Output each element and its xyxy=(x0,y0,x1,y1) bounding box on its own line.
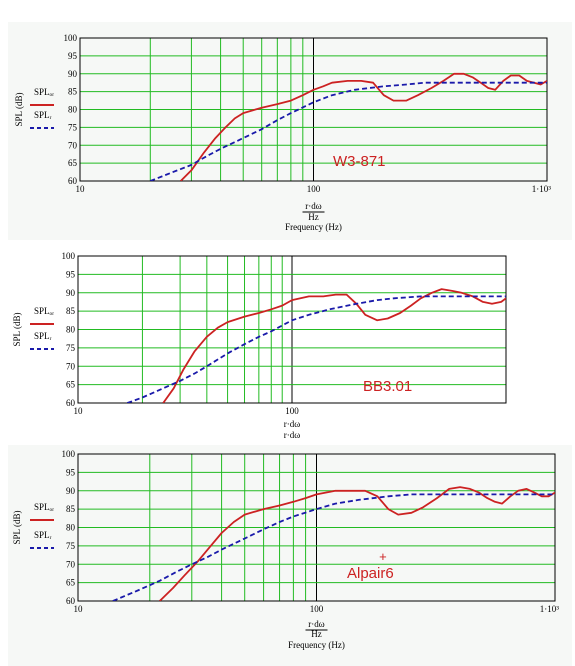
grid xyxy=(78,256,506,403)
y-tick-label: 80 xyxy=(66,523,76,533)
legend-label: SPLₒᵣ xyxy=(34,87,54,97)
series-line xyxy=(180,72,547,181)
chart-panel-3: 100 95 90 85 80 75 70 65 60 10 100 1·10³ SPL (dB) r·d… xyxy=(0,445,575,666)
x-tick-label: 1·10³ xyxy=(532,184,551,194)
chart-panel-1: 100 95 90 85 80 75 70 65 60 10 100 1·10³ SPL (dB) r·d… xyxy=(0,0,575,240)
chart-panel-background xyxy=(8,445,572,666)
chart-panel-2: 100 95 90 85 80 75 70 65 60 10 100 SPL (dB) r·dω r·dω… xyxy=(0,240,575,445)
x-tick-label: 100 xyxy=(307,184,321,194)
chart-panel-background xyxy=(8,22,572,240)
y-tick-label: 75 xyxy=(66,343,76,353)
y-tick-label: 85 xyxy=(68,87,78,97)
x-axis-label-line: Hz xyxy=(308,212,319,222)
cursor-marker: + xyxy=(379,549,387,564)
x-tick-label: 10 xyxy=(74,604,84,614)
y-tick-label: 100 xyxy=(64,33,78,43)
x-axis-label-line: Frequency (Hz) xyxy=(285,222,342,232)
y-tick-label: 60 xyxy=(68,176,78,186)
y-axis-label: SPL (dB) xyxy=(14,93,24,127)
x-axis-label-line: Frequency (Hz) xyxy=(288,640,345,650)
x-tick-label: 1·10³ xyxy=(540,604,559,614)
x-tick-label: 100 xyxy=(285,406,299,416)
y-tick-label: 85 xyxy=(66,504,76,514)
x-axis-label-line: r·dω xyxy=(308,619,324,629)
x-tick-label: 100 xyxy=(310,604,324,614)
legend-label: SPLₒᵣ xyxy=(34,502,54,512)
y-tick-label: 95 xyxy=(66,269,76,279)
y-tick-label: 75 xyxy=(66,541,76,551)
x-axis-label-line: r·dω xyxy=(284,419,300,429)
y-tick-label: 70 xyxy=(68,140,78,150)
y-tick-label: 60 xyxy=(66,398,76,408)
y-tick-label: 100 xyxy=(62,449,76,459)
grid xyxy=(78,454,555,601)
x-tick-label: 10 xyxy=(74,406,84,416)
series-line xyxy=(126,295,506,403)
y-tick-label: 65 xyxy=(66,578,76,588)
x-axis-label-line: r·dω xyxy=(305,201,321,211)
chart-annotation: Alpair6 xyxy=(347,565,394,582)
y-tick-label: 85 xyxy=(66,306,76,316)
legend-label: SPLᵣ xyxy=(34,110,52,120)
x-axis-label-line: r·dω xyxy=(284,430,300,440)
y-tick-label: 60 xyxy=(66,596,76,606)
y-tick-label: 65 xyxy=(66,380,76,390)
legend-label: SPLₒᵣ xyxy=(34,306,54,316)
x-axis-label-line: Hz xyxy=(311,629,322,639)
x-tick-label: 10 xyxy=(76,184,86,194)
legend-label: SPLᵣ xyxy=(34,530,52,540)
y-tick-label: 65 xyxy=(68,158,78,168)
y-tick-label: 80 xyxy=(68,105,78,115)
y-axis-label: SPL (dB) xyxy=(12,313,22,347)
series-line xyxy=(159,486,555,601)
y-tick-label: 95 xyxy=(68,51,78,61)
chart-annotation: BB3.01 xyxy=(363,378,412,395)
y-axis-label: SPL (dB) xyxy=(12,511,22,545)
y-tick-label: 90 xyxy=(66,288,76,298)
y-tick-label: 80 xyxy=(66,325,76,335)
y-tick-label: 70 xyxy=(66,361,76,371)
series-line xyxy=(149,81,547,181)
y-tick-label: 90 xyxy=(66,486,76,496)
plot-frame xyxy=(77,255,507,404)
grid xyxy=(80,38,547,181)
plot-frame xyxy=(77,453,556,602)
y-tick-label: 100 xyxy=(62,251,76,261)
y-tick-label: 95 xyxy=(66,467,76,477)
y-tick-label: 70 xyxy=(66,559,76,569)
plot-frame xyxy=(79,37,548,182)
y-tick-label: 75 xyxy=(68,122,78,132)
series-line xyxy=(112,493,555,601)
y-tick-label: 90 xyxy=(68,69,78,79)
series-line xyxy=(162,288,506,403)
chart-annotation: W3-871 xyxy=(333,153,386,170)
legend-label: SPLᵣ xyxy=(34,331,52,341)
